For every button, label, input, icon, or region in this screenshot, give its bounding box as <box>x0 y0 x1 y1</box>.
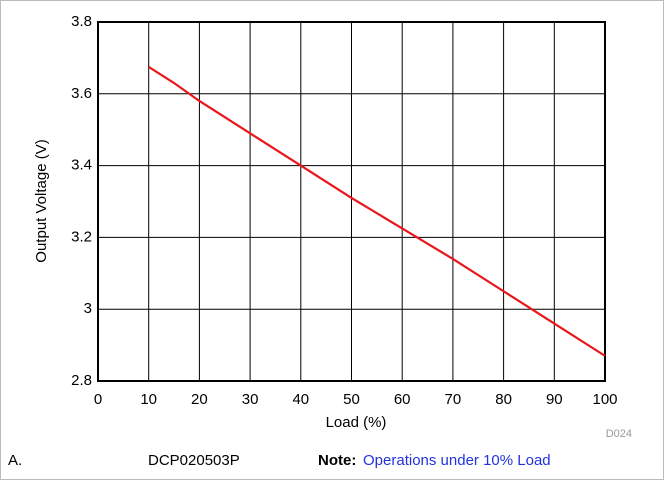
y-axis-label: Output Voltage (V) <box>33 139 50 262</box>
x-tick-label: 20 <box>191 391 208 408</box>
x-tick-label: 10 <box>140 391 157 408</box>
y-tick-label: 3.6 <box>71 85 92 102</box>
x-tick-label: 40 <box>292 391 309 408</box>
x-tick-label: 70 <box>445 391 462 408</box>
y-tick-label: 3.8 <box>71 13 92 30</box>
figure-id: D024 <box>606 428 632 440</box>
y-tick-label: 2.8 <box>71 372 92 389</box>
x-tick-label: 100 <box>592 391 617 408</box>
x-tick-label: 30 <box>242 391 259 408</box>
y-tick-label: 3.2 <box>71 228 92 245</box>
x-tick-label: 80 <box>495 391 512 408</box>
caption-note: Operations under 10% Load <box>363 452 551 469</box>
x-axis-label: Load (%) <box>326 414 387 431</box>
data-line <box>148 65 606 357</box>
x-tick-label: 0 <box>94 391 102 408</box>
x-tick-label: 50 <box>343 391 360 408</box>
x-tick-label: 90 <box>546 391 563 408</box>
caption-device: DCP020503P <box>148 452 240 469</box>
y-tick-label: 3.4 <box>71 157 92 174</box>
caption-label: A. <box>8 452 22 469</box>
caption-note-label: Note: <box>318 452 356 469</box>
x-tick-label: 60 <box>394 391 411 408</box>
y-tick-label: 3 <box>84 300 92 317</box>
plot-border <box>97 21 606 382</box>
